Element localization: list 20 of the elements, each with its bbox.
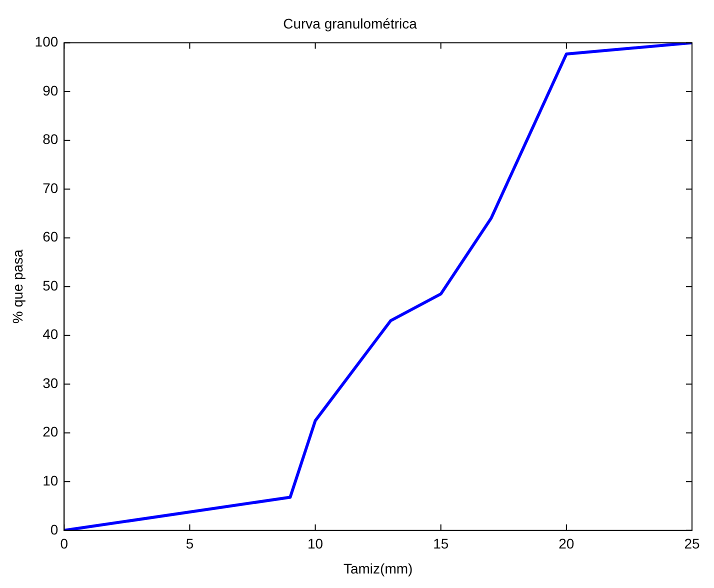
y-tick-label: 60 <box>42 228 58 245</box>
y-tick-label: 100 <box>34 34 58 50</box>
x-tick-label: 0 <box>60 536 68 552</box>
y-tick-label: 70 <box>42 180 58 196</box>
y-tick-label: 0 <box>50 521 58 538</box>
x-tick-label: 5 <box>186 536 194 552</box>
y-tick-label: 30 <box>42 374 58 391</box>
x-tick-label: 10 <box>308 536 324 552</box>
chart-title: Curva granulométrica <box>283 15 418 32</box>
y-tick-label: 50 <box>42 277 58 294</box>
x-tick-label: 20 <box>558 536 574 552</box>
y-tick-label: 20 <box>42 424 58 440</box>
y-axis-title: % que pasa <box>9 249 26 324</box>
y-tick-label: 40 <box>42 326 58 342</box>
x-tick-label: 25 <box>684 536 700 552</box>
y-tick-label: 10 <box>42 472 58 488</box>
y-tick-label: 80 <box>42 131 58 148</box>
x-axis-title: Tamiz(mm) <box>343 560 413 576</box>
y-tick-label: 90 <box>42 82 58 98</box>
x-tick-label: 15 <box>433 536 449 552</box>
